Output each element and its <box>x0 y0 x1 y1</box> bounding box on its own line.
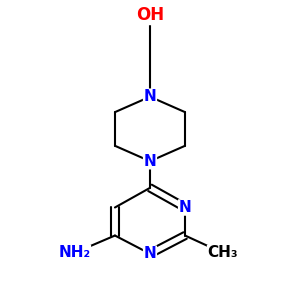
Text: OH: OH <box>136 6 164 24</box>
Text: N: N <box>144 89 156 104</box>
Text: N: N <box>179 200 191 215</box>
Text: NH₂: NH₂ <box>58 245 90 260</box>
Text: N: N <box>144 154 156 169</box>
Text: N: N <box>144 246 156 261</box>
Text: CH₃: CH₃ <box>208 245 238 260</box>
